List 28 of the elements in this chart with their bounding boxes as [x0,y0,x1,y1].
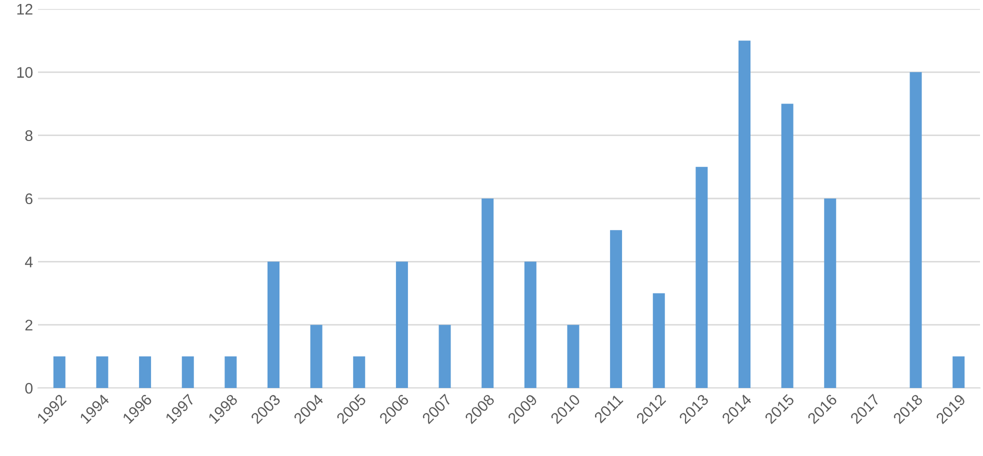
bar [96,356,108,388]
bar [652,293,665,388]
y-tick-label: 0 [25,382,33,394]
bar [524,262,536,388]
bar [482,198,494,388]
bar [268,262,280,388]
bar [738,40,750,388]
bar [781,104,794,388]
bar [396,262,408,388]
bar [952,356,965,388]
bar [182,356,194,388]
bar [910,72,922,388]
bar [310,324,322,388]
y-tick-label: 12 [17,4,32,15]
bar [610,230,622,388]
y-tick-label: 8 [25,130,32,142]
bar [53,356,66,388]
y-tick-label: 10 [17,67,33,78]
y-tick-label: 6 [25,193,32,204]
bar [824,198,836,388]
y-tick-label: 2 [25,320,32,330]
y-tick-label: 4 [24,256,33,268]
bar [224,356,237,388]
bar [567,324,580,388]
bar [696,166,708,388]
bar [353,356,366,388]
bar [139,356,152,388]
bar [438,324,451,388]
